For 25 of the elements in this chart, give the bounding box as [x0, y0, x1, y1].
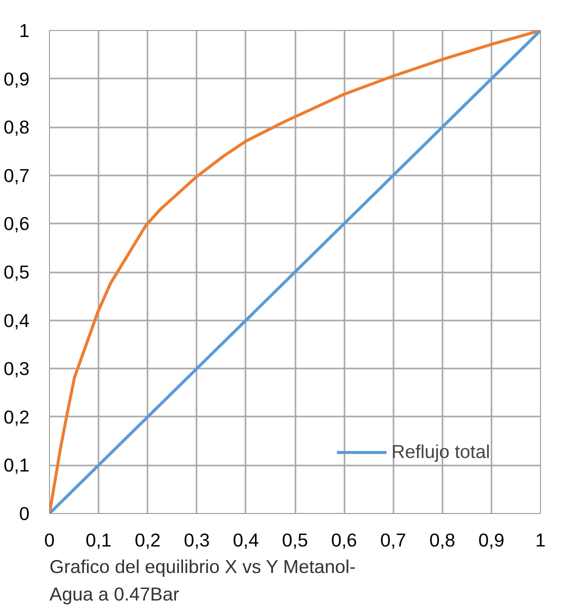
y-tick-label: 0,1 — [4, 454, 30, 476]
x-tick-label: 1 — [535, 530, 546, 550]
x-tick-label: 0,6 — [331, 530, 358, 550]
x-tick-label: 0,1 — [86, 530, 112, 550]
x-tick-label: 0,4 — [232, 530, 259, 550]
x-tick-label: 0,3 — [184, 530, 210, 550]
y-tick-label: 0,6 — [4, 213, 30, 234]
y-tick-label: 1 — [19, 20, 30, 41]
x-tick-label: 0 — [44, 530, 55, 550]
y-tick-label: 0,5 — [4, 262, 30, 282]
y-tick-label: 0,8 — [4, 116, 30, 138]
text: Grafico del equilibrio X vs Y Metanol-Agua a 0.47Bar — [50, 556, 356, 604]
y-tick-label: 0,4 — [4, 310, 30, 331]
y-tick-label: 0,9 — [4, 68, 30, 90]
legend-label: Reflujo total — [391, 441, 490, 463]
x-tick-label: 0,9 — [478, 530, 504, 550]
y-tick-label: 0,7 — [4, 164, 30, 186]
x-tick-label: 0,5 — [282, 530, 308, 550]
y-tick-label: 0,2 — [4, 406, 30, 428]
y-tick-label: 0,3 — [4, 358, 30, 380]
x-tick-label: 0,8 — [429, 530, 456, 550]
x-tick-label: 0,7 — [380, 530, 406, 550]
line-series — [50, 30, 540, 514]
y-tick-label: 0 — [19, 503, 30, 524]
x-tick-label: 0,2 — [134, 530, 161, 550]
